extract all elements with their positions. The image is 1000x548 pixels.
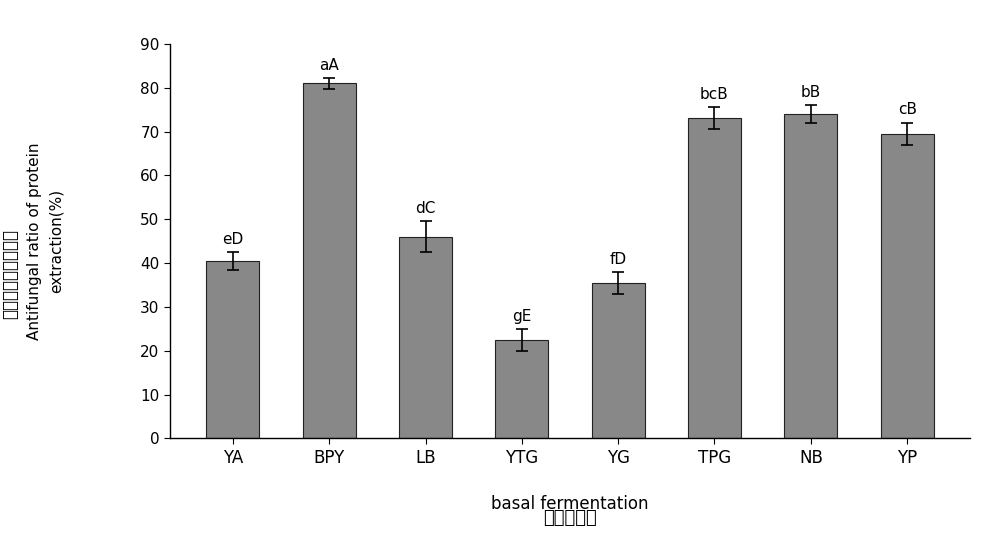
Text: eD: eD <box>222 232 243 247</box>
X-axis label: basal fermentation: basal fermentation <box>491 495 649 512</box>
Bar <box>881 134 934 438</box>
Bar <box>784 114 837 438</box>
Bar <box>206 261 259 438</box>
Bar <box>688 118 741 438</box>
Bar <box>399 237 452 438</box>
Text: dC: dC <box>415 201 436 216</box>
Text: 基础发酵液: 基础发酵液 <box>543 509 597 527</box>
Bar <box>303 83 356 438</box>
Text: bcB: bcB <box>700 87 729 102</box>
Text: 蛋白类提取物抑菌率: 蛋白类提取物抑菌率 <box>1 229 19 319</box>
Bar <box>592 283 645 438</box>
Y-axis label: Antifungal ratio of protein
extraction(%): Antifungal ratio of protein extraction(%… <box>27 142 64 340</box>
Text: gE: gE <box>512 309 532 323</box>
Text: bB: bB <box>801 85 821 100</box>
Text: fD: fD <box>610 252 627 266</box>
Text: cB: cB <box>898 102 917 117</box>
Bar <box>495 340 548 438</box>
Text: aA: aA <box>319 58 339 73</box>
